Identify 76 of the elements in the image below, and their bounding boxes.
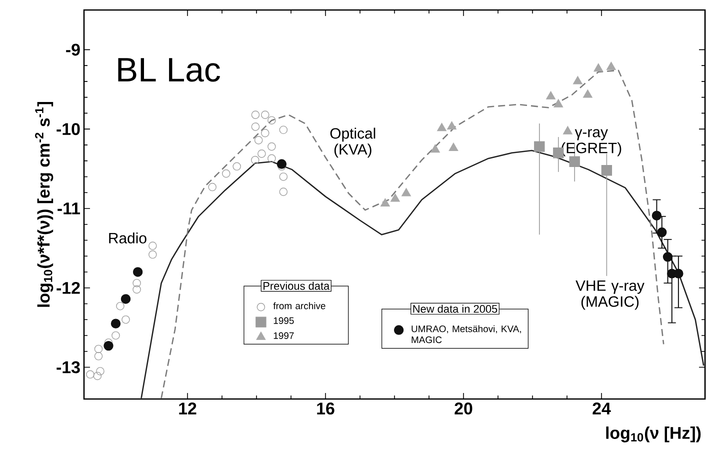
point	[222, 169, 230, 178]
point	[569, 156, 580, 167]
point	[674, 268, 684, 278]
point	[554, 99, 564, 108]
point	[96, 367, 104, 376]
point	[268, 142, 276, 151]
point	[94, 344, 103, 354]
y-tick-label: -12	[56, 282, 80, 294]
point	[148, 250, 157, 259]
legend-title: Previous data	[264, 282, 330, 290]
annotation: γ-ray (EGRET)	[562, 129, 622, 156]
point	[250, 156, 260, 164]
point	[122, 315, 130, 324]
y-tick-label: -13	[56, 361, 80, 374]
point	[279, 188, 288, 196]
x-tick-label: 24	[592, 402, 611, 414]
point	[594, 63, 604, 72]
point	[132, 267, 143, 277]
point	[120, 294, 131, 304]
point	[260, 110, 270, 119]
point	[268, 154, 276, 163]
x-tick-label: 16	[317, 402, 334, 415]
point	[448, 142, 458, 151]
point	[534, 141, 545, 152]
point	[657, 227, 667, 238]
point	[380, 198, 390, 207]
y-tick-label: -10	[56, 123, 80, 136]
point	[94, 352, 103, 360]
annotation: Radio	[109, 232, 146, 244]
legend-label: from archive	[273, 302, 326, 310]
point	[93, 372, 102, 380]
point	[208, 182, 216, 192]
point	[279, 126, 288, 134]
point	[546, 91, 556, 100]
legend-label: 1995	[274, 317, 294, 324]
point	[260, 128, 270, 138]
legend-label: 1997	[274, 332, 294, 339]
point	[251, 122, 260, 131]
point	[86, 370, 94, 379]
point	[112, 331, 120, 340]
point	[268, 116, 276, 124]
point	[601, 165, 612, 176]
x-tick-label: 20	[454, 402, 472, 415]
point	[563, 126, 572, 134]
point	[390, 194, 400, 202]
point	[254, 136, 263, 144]
y-axis-title: log$_{10}$(ν*f*(ν)) [erg cm$^{-2}$ s$^{-1}$]	[35, 102, 54, 307]
point	[110, 318, 121, 328]
point	[606, 62, 616, 70]
point	[573, 76, 582, 84]
point	[132, 285, 141, 294]
point	[276, 159, 287, 169]
point	[437, 122, 446, 132]
point	[232, 162, 241, 171]
point	[430, 144, 440, 153]
point	[132, 278, 141, 288]
y-tick-label: -11	[58, 202, 80, 214]
point	[447, 121, 456, 130]
y-tick-label: -9	[66, 44, 80, 56]
x-tick-label: 12	[179, 402, 196, 414]
legend-label: UMRAO, Metsähovi, KVA, MAGIC	[412, 325, 521, 344]
point	[402, 188, 411, 196]
point	[104, 340, 114, 351]
annotation: Optical (KVA)	[330, 128, 376, 158]
point	[148, 242, 157, 250]
annotation: New data in 2005	[413, 304, 498, 313]
point	[116, 302, 124, 310]
text: BL Lac	[118, 58, 220, 82]
annotation: VHE γ-ray (MAGIC)	[576, 280, 644, 310]
point	[279, 172, 288, 181]
point	[583, 90, 592, 98]
point	[662, 252, 673, 262]
point	[251, 110, 260, 119]
point	[652, 210, 662, 220]
point	[258, 150, 266, 158]
x-axis-title: log$_{10}$(ν [Hz])	[606, 426, 701, 442]
